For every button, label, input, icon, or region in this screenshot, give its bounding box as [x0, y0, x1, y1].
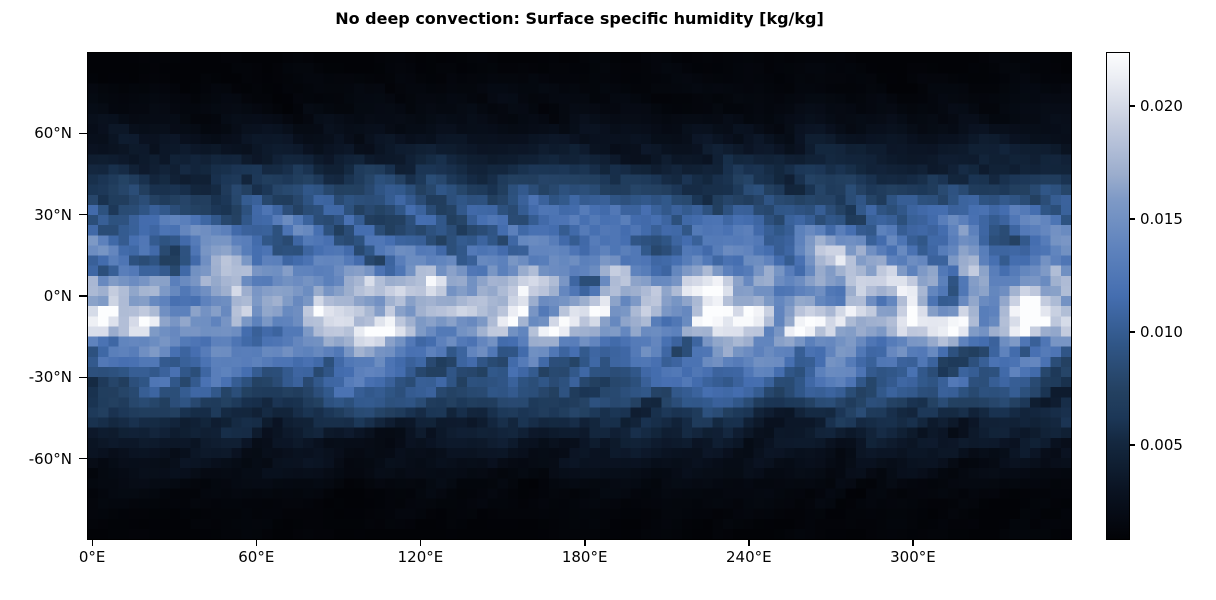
x-tick-mark	[255, 540, 258, 546]
y-tick-mark	[79, 295, 87, 297]
y-tick-mark	[79, 213, 87, 216]
colorbar-tick-mark	[1130, 331, 1135, 333]
colorbar-tick-label: 0.020	[1140, 97, 1183, 116]
y-tick-mark	[79, 376, 87, 379]
colorbar-tick-label: 0.005	[1140, 436, 1183, 455]
x-tick-label: 60°E	[238, 548, 275, 566]
colorbar	[1106, 52, 1130, 540]
x-tick-label: 240°E	[725, 548, 772, 566]
colorbar-tick-mark	[1130, 218, 1135, 220]
x-tick-mark	[748, 540, 750, 546]
colorbar-gradient	[1107, 53, 1129, 539]
x-tick-mark	[91, 540, 94, 546]
y-tick-label: 0°N	[43, 287, 72, 305]
colorbar-tick-mark	[1130, 105, 1135, 107]
x-tick-label: 180°E	[561, 548, 608, 566]
colorbar-tick-label: 0.010	[1140, 323, 1183, 342]
x-tick-mark	[584, 540, 586, 546]
y-tick-mark	[79, 132, 87, 135]
heatmap-canvas	[88, 53, 1071, 539]
x-tick-label: 0°E	[78, 548, 106, 566]
colorbar-tick-mark	[1130, 444, 1135, 446]
y-tick-label: 30°N	[34, 205, 72, 224]
y-tick-label: -30°N	[28, 368, 72, 387]
y-tick-mark	[79, 457, 87, 460]
y-tick-label: 60°N	[34, 124, 72, 143]
chart-title: No deep convection: Surface specific hum…	[335, 9, 824, 28]
heatmap-plot-area	[87, 52, 1072, 540]
colorbar-tick-label: 0.015	[1140, 210, 1183, 229]
x-tick-label: 120°E	[397, 548, 444, 566]
x-tick-mark	[419, 540, 422, 546]
x-tick-label: 300°E	[890, 548, 936, 566]
x-tick-mark	[912, 540, 914, 546]
y-tick-label: -60°N	[28, 449, 72, 468]
